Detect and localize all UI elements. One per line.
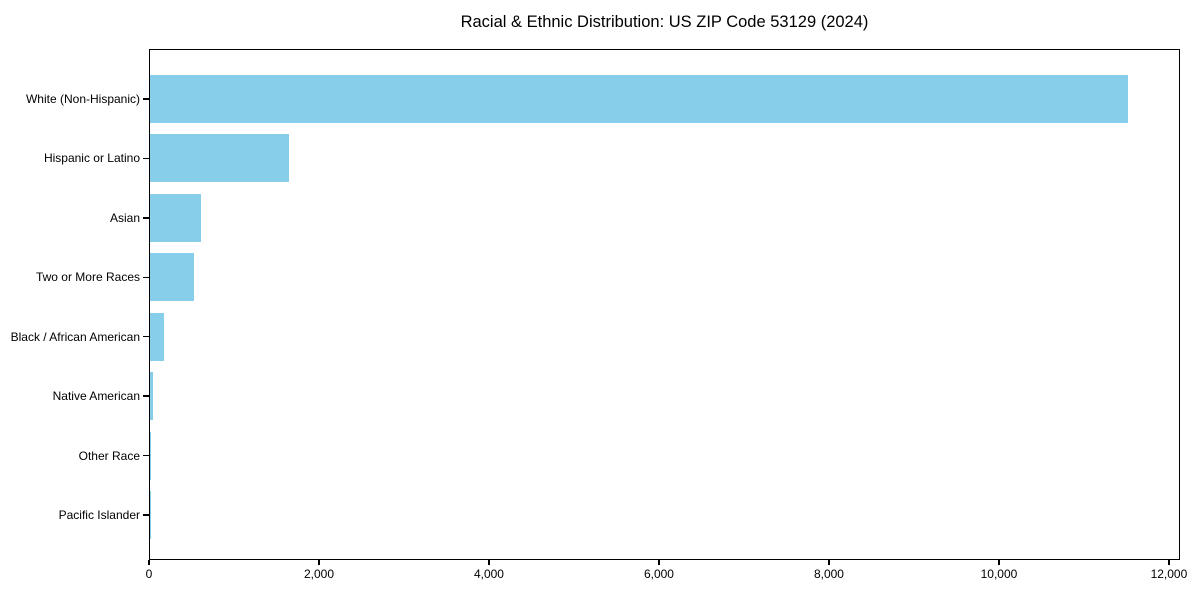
plot-area (149, 49, 1180, 560)
x-tick-label-0: 0 (145, 567, 153, 581)
bar-hispanic-or-latino (150, 134, 289, 183)
x-tick-mark (998, 560, 1000, 565)
y-tick-mark (143, 454, 149, 457)
y-tick-label-other-race: Other Race (78, 448, 140, 463)
y-tick-label-pacific-islander: Pacific Islander (58, 508, 140, 522)
x-tick-label-6000: 6,000 (643, 567, 674, 581)
x-tick-mark (828, 560, 830, 565)
chart-title: Racial & Ethnic Distribution: US ZIP Cod… (460, 13, 869, 31)
y-tick-label-asian: Asian (109, 210, 140, 225)
x-tick-label-10000: 10,000 (980, 567, 1018, 581)
bar-black-african-american (150, 312, 165, 361)
y-tick-mark (143, 157, 149, 160)
x-tick-label-12000: 12,000 (1150, 567, 1188, 581)
y-tick-label-two-or-more-races: Two or More Races (35, 270, 140, 285)
y-tick-label-white-non-hispanic: White (Non-Hispanic) (25, 92, 140, 106)
x-tick-mark (658, 560, 660, 565)
y-tick-label-black-african-american: Black / African American (10, 329, 140, 344)
y-tick-label-hispanic-or-latino: Hispanic or Latino (43, 151, 140, 166)
y-tick-label-native-american: Native American (52, 389, 140, 404)
y-tick-mark (143, 395, 149, 397)
x-tick-mark (1168, 560, 1170, 565)
y-tick-mark (143, 276, 149, 279)
bar-other-race (150, 431, 152, 480)
bar-white-non-hispanic (150, 75, 1129, 123)
y-tick-mark (143, 98, 149, 100)
x-tick-label-4000: 4,000 (473, 567, 504, 581)
x-tick-mark (488, 560, 490, 565)
x-tick-mark (318, 560, 320, 565)
y-tick-mark (143, 514, 149, 516)
bar-asian (150, 193, 201, 242)
x-tick-mark (148, 560, 150, 565)
bar-two-or-more-races (150, 253, 194, 302)
y-tick-mark (143, 335, 149, 338)
x-tick-label-2000: 2,000 (303, 567, 334, 581)
y-tick-mark (143, 217, 149, 219)
bar-native-american (150, 372, 154, 421)
x-tick-label-8000: 8,000 (813, 567, 844, 581)
